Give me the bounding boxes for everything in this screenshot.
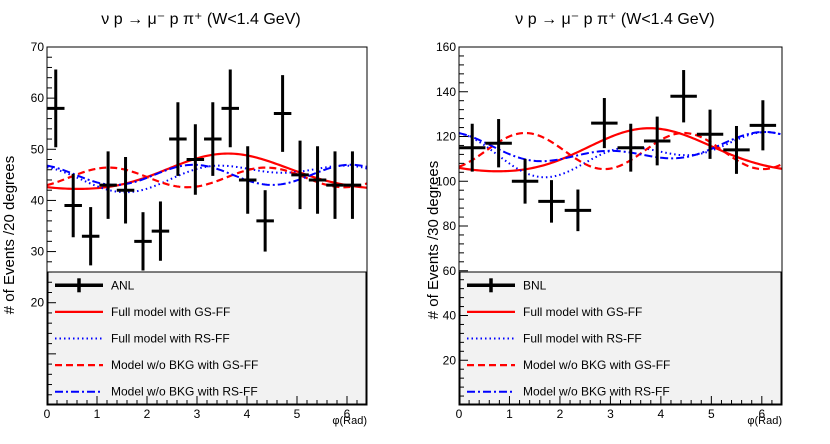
bnl-x-tick-label: 4 <box>658 407 665 421</box>
bnl-x-tick-label: 6 <box>758 407 765 421</box>
bnl-y-tick-label: 60 <box>443 264 457 278</box>
anl-data-point <box>204 102 222 176</box>
bnl-curve-dotted <box>459 131 782 179</box>
bnl-y-tick-label: 20 <box>443 353 457 367</box>
anl-data-point <box>134 212 152 271</box>
bnl-y-tick-label: 140 <box>436 85 456 99</box>
anl-legend: ANL Full model with GS-FF Full model with … <box>47 271 367 405</box>
bnl-y-tick-label: 160 <box>436 40 456 54</box>
bnl-data-point <box>749 100 777 151</box>
bnl-data-point <box>564 189 592 232</box>
anl-y-axis-label: # of Events /20 degrees <box>1 156 18 314</box>
bnl-data-point <box>485 119 512 168</box>
bnl-x-tick-label: 5 <box>708 407 715 421</box>
anl-data-point <box>343 151 362 219</box>
bnl-y-tick-label: 80 <box>443 219 457 233</box>
bnl-legend: BNL Full model with GS-FF Full model with … <box>459 271 782 405</box>
bnl-legend-label: Model w/o BKG with GS-FF <box>523 358 670 372</box>
bnl-x-tick-label: 0 <box>456 407 463 421</box>
bnl-y-tick-label: 100 <box>436 174 456 188</box>
bnl-x-tick-label: 3 <box>607 407 614 421</box>
anl-x-tick-label: 5 <box>294 407 301 421</box>
anl-data-point <box>256 190 274 252</box>
bnl-data-point <box>643 116 671 166</box>
anl-y-tick-label: 30 <box>31 245 45 259</box>
bnl-legend-label: Model w/o BKG with RS-FF <box>523 385 670 399</box>
bnl-y-tick-label: 40 <box>443 309 457 323</box>
anl-legend-label: Model w/o BKG with RS-FF <box>111 385 258 399</box>
anl-title: ν p → μ⁻ p π⁺ (W<1.4 GeV) <box>101 11 300 28</box>
bnl-data-point <box>617 123 644 172</box>
bnl-curve-dashed <box>459 131 782 171</box>
bnl-legend-label: Full model with RS-FF <box>523 332 642 346</box>
anl-legend-label: Model w/o BKG with GS-FF <box>111 358 258 372</box>
bnl-data-point <box>723 125 750 174</box>
bnl-data-point <box>538 180 565 223</box>
bnl-title: ν p → μ⁻ p π⁺ (W<1.4 GeV) <box>515 11 714 28</box>
anl-curve-solid <box>47 152 367 191</box>
bnl-y-axis-label: # of Events /30 degrees <box>425 161 442 319</box>
bnl-legend-label: Full model with GS-FF <box>523 305 642 319</box>
bnl-data-point <box>511 158 539 204</box>
anl-data-point <box>308 146 327 214</box>
anl-legend-label: ANL <box>111 278 135 292</box>
anl-y-tick-label: 50 <box>31 142 45 156</box>
anl-y-tick-label: 70 <box>31 40 45 54</box>
bnl-data-point <box>670 70 697 123</box>
anl-data-point <box>169 102 187 176</box>
anl-data-point <box>273 75 292 152</box>
bnl-data-point <box>591 98 618 149</box>
anl-data-point <box>221 69 239 148</box>
anl-data-point <box>326 151 344 219</box>
bnl-x-tick-label: 2 <box>557 407 564 421</box>
anl-x-tick-label: 6 <box>344 407 351 421</box>
anl-x-tick-label: 1 <box>94 407 101 421</box>
bnl-data-point <box>459 123 486 172</box>
bnl-legend-label: BNL <box>523 278 547 292</box>
anl-curve-dashdot <box>47 163 367 186</box>
anl-x-tick-label: 3 <box>194 407 201 421</box>
bnl-y-tick-label: 120 <box>436 130 456 144</box>
anl-x-tick-label: 4 <box>244 407 251 421</box>
anl-y-tick-label: 60 <box>31 91 45 105</box>
anl-data-point <box>151 201 170 261</box>
anl-data-point <box>291 140 309 210</box>
anl-y-tick-label: 40 <box>31 193 45 207</box>
anl-data-point <box>186 124 205 195</box>
anl-y-tick-label: 20 <box>31 296 45 310</box>
anl-data-point <box>238 146 257 214</box>
bnl-curve-dashdot <box>459 130 782 163</box>
bnl-x-axis-label: φ(Rad) <box>747 415 782 427</box>
anl-x-tick-label: 2 <box>144 407 151 421</box>
anl-data-point <box>64 173 82 238</box>
bnl-panel: ν p → μ⁻ p π⁺ (W<1.4 GeV) # of Events /3… <box>425 11 783 427</box>
anl-panel: ν p → μ⁻ p π⁺ (W<1.4 GeV) # of Events /2… <box>1 11 368 427</box>
anl-data-point <box>116 156 135 224</box>
anl-data-point <box>81 207 100 266</box>
anl-x-axis-label: φ(Rad) <box>332 415 367 427</box>
anl-x-tick-label: 0 <box>44 407 51 421</box>
anl-data-point <box>99 151 117 219</box>
anl-legend-label: Full model with RS-FF <box>111 332 230 346</box>
anl-legend-label: Full model with GS-FF <box>111 305 230 319</box>
bnl-data-point <box>696 109 724 159</box>
bnl-x-tick-label: 1 <box>506 407 513 421</box>
